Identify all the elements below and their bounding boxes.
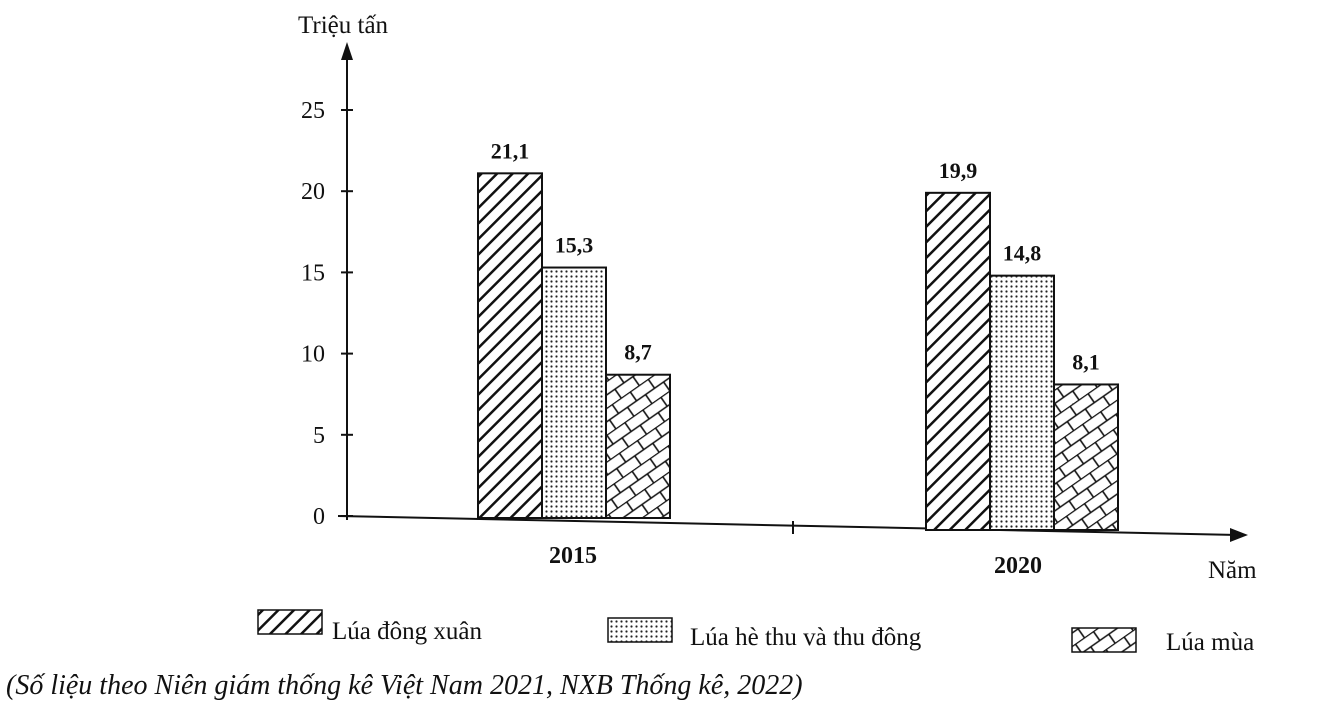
legend-swatch <box>607 617 673 643</box>
y-tick-label: 25 <box>301 98 325 124</box>
legend-label: Lúa đông xuân <box>332 618 482 645</box>
y-tick-label: 5 <box>313 423 325 449</box>
y-ticks: 0 5 10 15 20 25 <box>301 98 353 530</box>
y-tick-label: 0 <box>313 504 325 530</box>
category-labels: 2015 2020 <box>549 543 1042 579</box>
chart-axes <box>337 42 1248 542</box>
y-axis-title: Triệu tấn <box>298 12 389 39</box>
data-label: 8,1 <box>1072 349 1100 374</box>
data-label: 21,1 <box>491 138 530 163</box>
legend-label: Lúa mùa <box>1166 629 1254 656</box>
bar-2015-series-3 <box>605 373 671 519</box>
y-tick-label: 10 <box>301 342 325 368</box>
bar-2020-series-3 <box>1053 383 1119 531</box>
legend: Lúa đông xuân Lúa hè thu và thu đông Lúa m… <box>257 609 1254 656</box>
bar-2020-series-2 <box>989 274 1055 532</box>
data-label: 14,8 <box>1003 241 1042 266</box>
data-label: 19,9 <box>939 158 978 183</box>
source-note: (Số liệu theo Niên giám thống kê Việt Na… <box>6 670 803 701</box>
bar-2015-series-2 <box>541 266 607 520</box>
x-tick-label: 2020 <box>994 553 1042 579</box>
x-axis <box>337 515 1239 536</box>
x-axis-arrow <box>1230 528 1248 542</box>
bars: 21,1 15,3 8,7 19,9 14,8 8,1 <box>477 138 1119 532</box>
x-tick-label: 2015 <box>549 543 597 569</box>
legend-swatch <box>1071 627 1137 653</box>
legend-swatch <box>257 609 323 635</box>
bar-2015-series-1 <box>477 172 543 519</box>
legend-label: Lúa hè thu và thu đông <box>690 624 922 651</box>
x-axis-title: Năm <box>1208 557 1257 584</box>
y-tick-label: 20 <box>301 179 325 205</box>
y-tick-label: 15 <box>301 260 325 286</box>
bar-2020-series-1 <box>925 191 991 531</box>
y-axis-arrow <box>341 42 353 60</box>
data-label: 8,7 <box>624 340 652 365</box>
data-label: 15,3 <box>555 233 594 258</box>
